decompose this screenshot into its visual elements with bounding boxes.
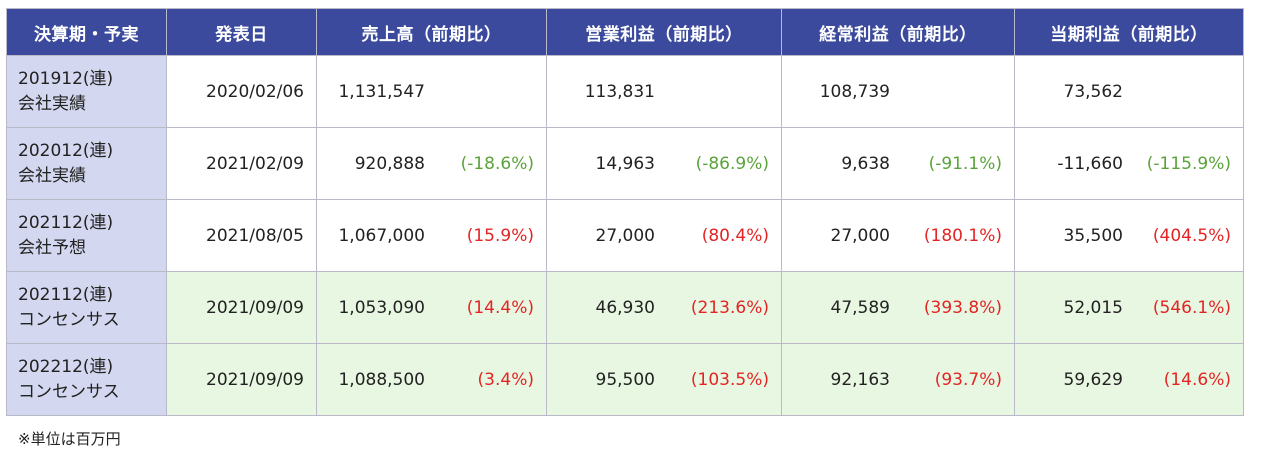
period-type: コンセンサス	[18, 381, 120, 402]
sales-change: (15.9%)	[466, 225, 534, 246]
operating-profit-value: 95,500	[595, 369, 655, 390]
operating-profit-value: 14,963	[595, 153, 655, 174]
period-code: 202112(連)	[18, 212, 114, 233]
sales-change: (-18.6%)	[460, 153, 534, 174]
operating-profit-change: (80.4%)	[701, 225, 769, 246]
sales-value: 1,088,500	[338, 369, 425, 390]
period-code: 202112(連)	[18, 284, 114, 305]
ordinary-profit-cell: 27,000 (180.1%)	[781, 199, 1015, 272]
operating-profit-cell: 95,500 (103.5%)	[546, 343, 782, 416]
ordinary-profit-value: 92,163	[830, 369, 890, 390]
header-date: 発表日	[166, 8, 317, 56]
operating-profit-value: 27,000	[595, 225, 655, 246]
sales-value: 1,131,547	[338, 81, 425, 102]
period-cell: 202112(連) コンセンサス	[6, 271, 167, 344]
ordinary-profit-value: 9,638	[841, 153, 890, 174]
period-type: 会社実績	[18, 93, 86, 114]
table-row: 202112(連) 会社予想 2021/08/05 1,067,000 (15.…	[6, 199, 1244, 272]
ordinary-profit-change: (93.7%)	[934, 369, 1002, 390]
unit-note: ※単位は百万円	[18, 430, 121, 448]
net-profit-value: 52,015	[1063, 297, 1123, 318]
ordinary-profit-cell: 108,739	[781, 55, 1015, 128]
header-operating-profit: 営業利益（前期比）	[546, 8, 782, 56]
operating-profit-change: (103.5%)	[690, 369, 769, 390]
sales-cell: 1,088,500 (3.4%)	[316, 343, 547, 416]
table-row: 202112(連) コンセンサス 2021/09/09 1,053,090 (1…	[6, 271, 1244, 344]
period-cell: 202012(連) 会社実績	[6, 127, 167, 200]
net-profit-cell: 73,562	[1014, 55, 1244, 128]
announce-date: 2020/02/06	[166, 55, 317, 128]
earnings-table-container: 決算期・予実 発表日 売上高（前期比） 営業利益（前期比） 経常利益（前期比） …	[6, 8, 1244, 416]
net-profit-cell: 59,629 (14.6%)	[1014, 343, 1244, 416]
announce-date: 2021/08/05	[166, 199, 317, 272]
earnings-table: 決算期・予実 発表日 売上高（前期比） 営業利益（前期比） 経常利益（前期比） …	[6, 8, 1244, 416]
announce-date: 2021/02/09	[166, 127, 317, 200]
header-net-profit: 当期利益（前期比）	[1014, 8, 1244, 56]
announce-date: 2021/09/09	[166, 343, 317, 416]
ordinary-profit-change: (393.8%)	[923, 297, 1002, 318]
net-profit-value: 59,629	[1063, 369, 1123, 390]
net-profit-change: (546.1%)	[1152, 297, 1231, 318]
ordinary-profit-change: (-91.1%)	[928, 153, 1002, 174]
ordinary-profit-change: (180.1%)	[923, 225, 1002, 246]
table-row: 202012(連) 会社実績 2021/02/09 920,888 (-18.6…	[6, 127, 1244, 200]
operating-profit-cell: 113,831	[546, 55, 782, 128]
sales-value: 1,053,090	[338, 297, 425, 318]
net-profit-cell: 52,015 (546.1%)	[1014, 271, 1244, 344]
header-period: 決算期・予実	[6, 8, 167, 56]
sales-cell: 1,067,000 (15.9%)	[316, 199, 547, 272]
sales-cell: 920,888 (-18.6%)	[316, 127, 547, 200]
period-cell: 202112(連) 会社予想	[6, 199, 167, 272]
ordinary-profit-cell: 47,589 (393.8%)	[781, 271, 1015, 344]
period-cell: 202212(連) コンセンサス	[6, 343, 167, 416]
net-profit-cell: 35,500 (404.5%)	[1014, 199, 1244, 272]
operating-profit-value: 113,831	[584, 81, 655, 102]
operating-profit-cell: 46,930 (213.6%)	[546, 271, 782, 344]
operating-profit-change: (213.6%)	[690, 297, 769, 318]
net-profit-change: (-115.9%)	[1146, 153, 1231, 174]
operating-profit-value: 46,930	[595, 297, 655, 318]
period-code: 201912(連)	[18, 68, 114, 89]
table-body: 201912(連) 会社実績 2020/02/06 1,131,547 113,…	[6, 55, 1244, 416]
period-type: コンセンサス	[18, 309, 120, 330]
ordinary-profit-cell: 9,638 (-91.1%)	[781, 127, 1015, 200]
ordinary-profit-value: 27,000	[830, 225, 890, 246]
sales-cell: 1,131,547	[316, 55, 547, 128]
header-sales: 売上高（前期比）	[316, 8, 547, 56]
table-header-row: 決算期・予実 発表日 売上高（前期比） 営業利益（前期比） 経常利益（前期比） …	[6, 8, 1244, 56]
net-profit-value: 35,500	[1063, 225, 1123, 246]
net-profit-value: -11,660	[1057, 153, 1123, 174]
period-code: 202012(連)	[18, 140, 114, 161]
sales-value: 1,067,000	[338, 225, 425, 246]
period-cell: 201912(連) 会社実績	[6, 55, 167, 128]
header-ordinary-profit: 経常利益（前期比）	[781, 8, 1015, 56]
sales-change: (14.4%)	[466, 297, 534, 318]
operating-profit-change: (-86.9%)	[695, 153, 769, 174]
ordinary-profit-cell: 92,163 (93.7%)	[781, 343, 1015, 416]
operating-profit-cell: 27,000 (80.4%)	[546, 199, 782, 272]
net-profit-cell: -11,660 (-115.9%)	[1014, 127, 1244, 200]
sales-cell: 1,053,090 (14.4%)	[316, 271, 547, 344]
sales-change: (3.4%)	[477, 369, 534, 390]
period-type: 会社実績	[18, 165, 86, 186]
announce-date: 2021/09/09	[166, 271, 317, 344]
net-profit-change: (14.6%)	[1163, 369, 1231, 390]
table-row: 202212(連) コンセンサス 2021/09/09 1,088,500 (3…	[6, 343, 1244, 416]
table-row: 201912(連) 会社実績 2020/02/06 1,131,547 113,…	[6, 55, 1244, 128]
operating-profit-cell: 14,963 (-86.9%)	[546, 127, 782, 200]
ordinary-profit-value: 108,739	[819, 81, 890, 102]
period-type: 会社予想	[18, 237, 86, 258]
net-profit-value: 73,562	[1063, 81, 1123, 102]
ordinary-profit-value: 47,589	[830, 297, 890, 318]
net-profit-change: (404.5%)	[1152, 225, 1231, 246]
sales-value: 920,888	[354, 153, 425, 174]
period-code: 202212(連)	[18, 356, 114, 377]
